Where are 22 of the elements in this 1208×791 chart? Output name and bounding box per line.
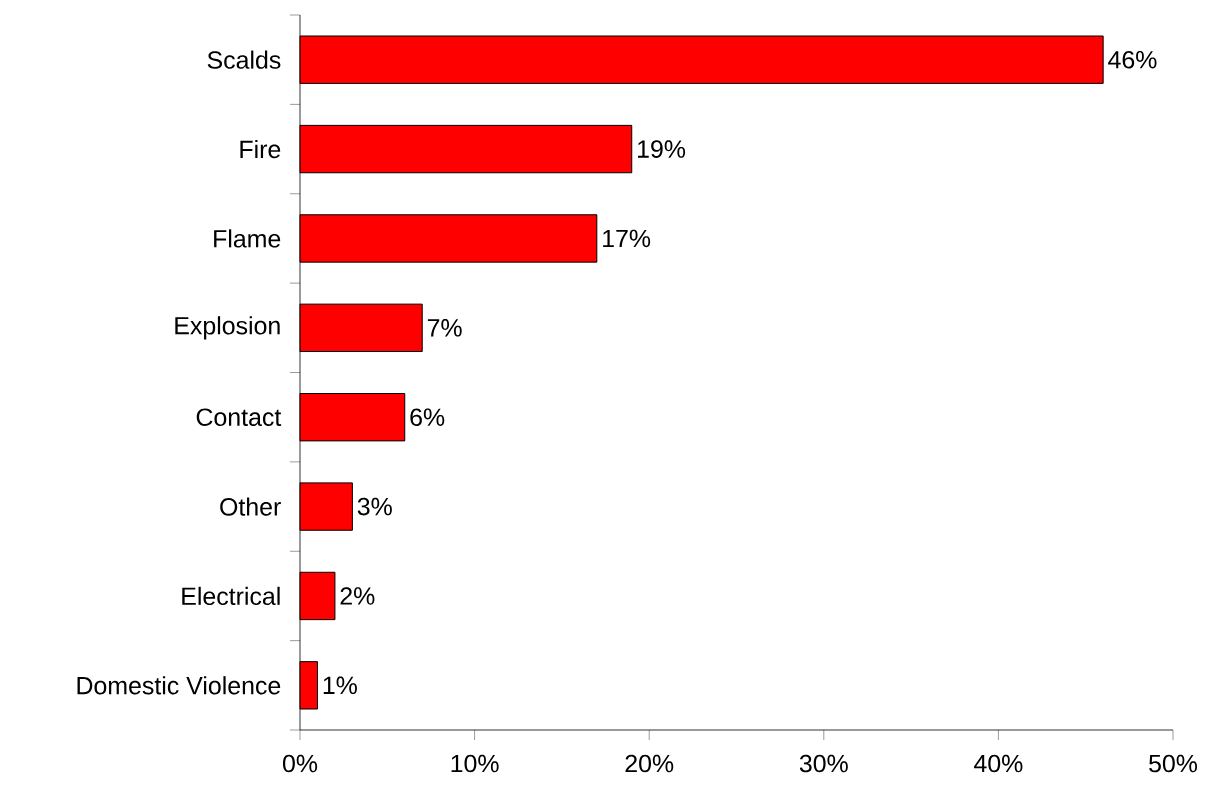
y-tick-label: Other bbox=[220, 497, 281, 516]
x-tick-label: 30% bbox=[799, 754, 848, 773]
data-label: 1% bbox=[323, 676, 357, 695]
data-label: 17% bbox=[603, 229, 651, 248]
y-tick-label: Scalds bbox=[207, 50, 281, 69]
y-tick-label: Electrical bbox=[182, 586, 280, 606]
data-label: 19% bbox=[638, 140, 686, 158]
y-tick-label: Domestic Violence bbox=[77, 676, 281, 695]
x-tick-label: 40% bbox=[974, 754, 1023, 773]
y-tick-label: Fire bbox=[240, 139, 281, 159]
y-tick-label: Explosion bbox=[175, 316, 280, 340]
data-label: 3% bbox=[357, 497, 392, 516]
x-tick-label: 20% bbox=[625, 754, 674, 773]
x-tick-label: 0% bbox=[282, 754, 318, 773]
data-label: 46% bbox=[1108, 50, 1157, 69]
x-tick-label: 10% bbox=[451, 754, 499, 773]
x-tick-label: 50% bbox=[1149, 754, 1198, 773]
data-label: 6% bbox=[410, 408, 445, 427]
data-label: 2% bbox=[340, 587, 375, 605]
y-tick-label: Contact bbox=[196, 408, 282, 427]
y-tick-label: Flame bbox=[214, 229, 281, 248]
data-label: 7% bbox=[427, 319, 462, 337]
